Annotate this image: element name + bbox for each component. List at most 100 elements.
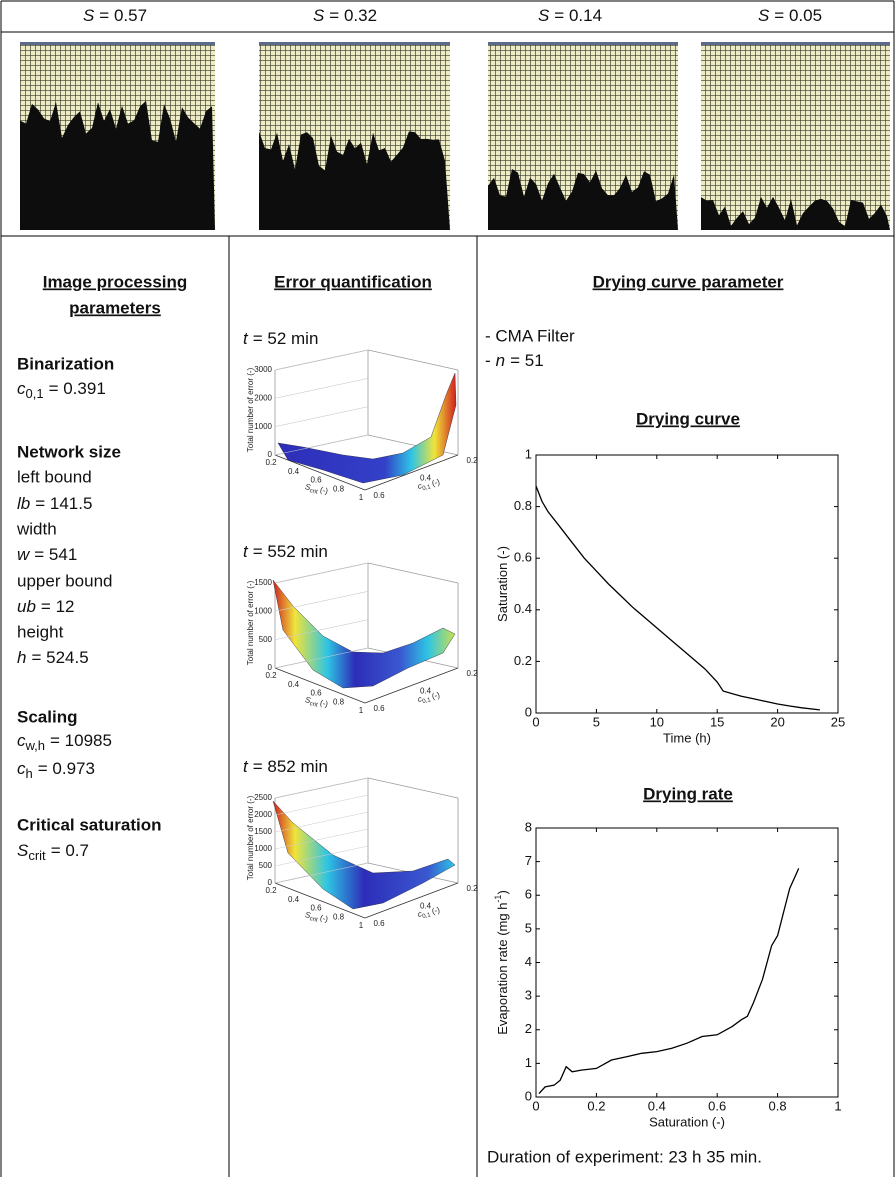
label-end: ) [495, 890, 510, 894]
variable: t [243, 329, 249, 348]
y-tick-label: 0.8 [514, 498, 532, 513]
parameter-value: ub = 12 [17, 597, 74, 616]
surface-plot: 0 1000 2000 3000 0.2 0.4 0.6 0.8 1 0.6 0.4 0.2 Total… [246, 349, 478, 502]
z-tick-label: 1000 [254, 606, 272, 615]
y-tick-label: 0.6 [373, 704, 385, 713]
x-tick-label: 0.2 [587, 1098, 605, 1113]
x-tick-label: 0.6 [708, 1098, 726, 1113]
network-image [20, 42, 215, 230]
parameter-label: width [16, 519, 57, 538]
text: = 52 min [253, 329, 319, 348]
z-grid-line [274, 562, 369, 584]
x-tick-label: 0.4 [288, 895, 300, 904]
y-tick-label: 8 [525, 819, 532, 834]
parameter-label: height [17, 622, 64, 641]
drained-region [20, 100, 215, 230]
drained-region [701, 196, 890, 230]
parameter-value: Scrit = 0.7 [17, 841, 89, 863]
saturation-header: S = 0.14 [538, 6, 602, 25]
plot-frame [367, 349, 459, 371]
text: = 852 min [253, 757, 328, 776]
image-top-strip [701, 42, 890, 45]
x-tick-label: 5 [593, 714, 600, 729]
x-tick-label: 0 [532, 714, 539, 729]
subscript: crit [309, 916, 318, 924]
plot-frame [274, 454, 366, 491]
data-line [535, 485, 820, 711]
variable: S [83, 6, 95, 25]
error-surface [272, 579, 456, 689]
z-grid-line [274, 349, 369, 371]
z-tick-label: 0 [268, 663, 273, 672]
x-tick-label: 1 [359, 921, 364, 930]
plot-area [535, 454, 839, 714]
z-axis-label: Total number of error (-) [246, 795, 255, 880]
y-tick-label: 1 [525, 446, 532, 461]
text: = 10985 [50, 731, 112, 750]
x-tick-label: 10 [650, 714, 664, 729]
z-tick-label: 500 [259, 861, 273, 870]
z-axis-label: Total number of error (-) [246, 367, 255, 452]
saturation-header: S = 0.32 [313, 6, 377, 25]
y-tick-label: 0.4 [420, 474, 432, 483]
y-axis-label: c0,1(-) [417, 906, 441, 921]
y-tick-label: 0.6 [514, 550, 532, 565]
y-tick-label: 0.2 [466, 669, 478, 678]
variable: c [17, 759, 26, 778]
text: = 141.5 [35, 494, 92, 513]
variable: S [758, 6, 770, 25]
z-grid-line [274, 619, 369, 640]
variable: t [243, 757, 249, 776]
z-tick-label: 0 [268, 878, 273, 887]
drained-region [488, 168, 678, 230]
surface-plot: 0 500 1000 1500 0.2 0.4 0.6 0.8 1 0.6 0.4 0.2 Total … [246, 562, 478, 715]
x-tick-label: 20 [770, 714, 784, 729]
x-tick-label: 25 [831, 714, 845, 729]
z-grid-line [274, 777, 369, 799]
variable: c [17, 731, 26, 750]
network-image [488, 42, 678, 230]
z-grid-line [274, 862, 369, 884]
x-axis-label: Time (h) [663, 730, 711, 745]
text: = 12 [41, 597, 75, 616]
x-axis-label: Scrit(-) [304, 482, 329, 497]
text: (-) [319, 485, 329, 496]
x-tick-label: 0.4 [648, 1098, 666, 1113]
z-grid-line [274, 828, 369, 850]
y-axis-label: Evaporation rate (mg h-1) [493, 890, 510, 1035]
y-tick-label: 0.4 [514, 601, 532, 616]
variable: c [417, 694, 423, 704]
x-tick-label: 1 [359, 493, 364, 502]
y-tick-label: 0.6 [373, 491, 385, 500]
plot-frame [274, 882, 366, 919]
text: = 0.05 [774, 6, 822, 25]
subscript: crit [28, 848, 46, 863]
y-tick-label: 2 [525, 1021, 532, 1036]
text: = 51 [510, 351, 544, 370]
z-tick-label: 500 [259, 635, 273, 644]
x-tick-label: 0 [532, 1098, 539, 1113]
plot-area [535, 827, 839, 1098]
x-tick-label: 0.2 [265, 886, 277, 895]
time-label: t = 852 min [243, 757, 328, 776]
parameter-value: lb = 141.5 [17, 494, 92, 513]
text: = 0.57 [99, 6, 147, 25]
y-tick-label: 0.2 [466, 884, 478, 893]
z-grid-line [274, 406, 369, 427]
z-grid-line [274, 794, 369, 816]
y-tick-label: 0.2 [514, 653, 532, 668]
variable: S [538, 6, 550, 25]
label-text: Saturation (-) [495, 546, 510, 622]
y-axis-label: c0,1(-) [417, 691, 441, 706]
text: = 541 [34, 545, 77, 564]
x-tick-label: 1 [834, 1098, 841, 1113]
x-tick-label: 0.2 [265, 671, 277, 680]
image-background [701, 42, 890, 230]
z-grid-line [274, 845, 369, 867]
image-top-strip [488, 42, 678, 45]
variable: t [243, 542, 249, 561]
